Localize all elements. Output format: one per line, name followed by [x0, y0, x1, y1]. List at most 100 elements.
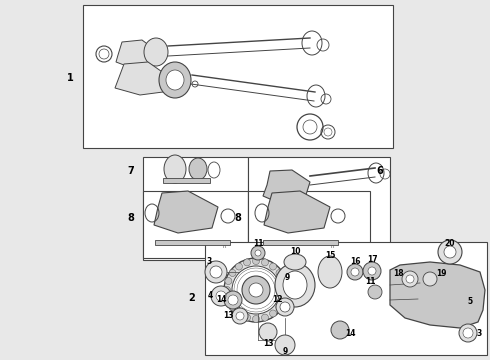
Circle shape — [251, 246, 265, 260]
Text: 8: 8 — [127, 213, 134, 223]
Circle shape — [280, 278, 287, 284]
Polygon shape — [154, 191, 218, 233]
Circle shape — [224, 291, 242, 309]
Bar — [163, 178, 210, 183]
Bar — [248, 157, 390, 260]
Polygon shape — [115, 62, 168, 95]
Ellipse shape — [275, 263, 315, 307]
Bar — [263, 240, 338, 245]
Bar — [143, 157, 248, 260]
Text: 14: 14 — [345, 328, 355, 338]
Ellipse shape — [164, 155, 186, 183]
Bar — [205, 242, 487, 355]
Circle shape — [228, 295, 238, 305]
Ellipse shape — [318, 256, 342, 288]
Circle shape — [224, 258, 288, 322]
Ellipse shape — [189, 158, 207, 180]
Polygon shape — [264, 191, 330, 233]
Circle shape — [276, 303, 283, 311]
Text: 4: 4 — [207, 292, 213, 301]
Circle shape — [406, 275, 414, 283]
Text: 10: 10 — [290, 248, 300, 256]
Circle shape — [276, 298, 294, 316]
Circle shape — [280, 296, 287, 302]
Circle shape — [225, 296, 232, 302]
Text: 7: 7 — [127, 166, 134, 176]
Circle shape — [270, 310, 276, 317]
Circle shape — [216, 291, 226, 301]
Circle shape — [280, 302, 290, 312]
Circle shape — [229, 303, 236, 311]
Circle shape — [249, 283, 263, 297]
Text: 15: 15 — [325, 252, 335, 261]
Circle shape — [276, 269, 283, 276]
Text: 6: 6 — [377, 166, 383, 176]
Text: 18: 18 — [392, 269, 403, 278]
Text: 13: 13 — [223, 311, 233, 320]
Circle shape — [225, 278, 232, 284]
Bar — [155, 240, 230, 245]
Ellipse shape — [284, 254, 306, 270]
Text: 11: 11 — [365, 278, 375, 287]
Circle shape — [463, 328, 473, 338]
Circle shape — [229, 269, 236, 276]
Circle shape — [270, 263, 276, 270]
Text: 16: 16 — [350, 256, 360, 266]
Circle shape — [223, 287, 230, 293]
Text: 12: 12 — [272, 296, 282, 305]
Text: 11: 11 — [253, 239, 263, 248]
Circle shape — [211, 286, 231, 306]
Ellipse shape — [144, 38, 168, 66]
Text: 8: 8 — [235, 213, 242, 223]
Ellipse shape — [159, 62, 191, 98]
Circle shape — [402, 271, 418, 287]
Polygon shape — [390, 262, 485, 328]
Circle shape — [438, 240, 462, 264]
Text: n: n — [222, 244, 226, 249]
Text: n: n — [330, 244, 334, 249]
Circle shape — [259, 323, 277, 341]
Text: 20: 20 — [445, 238, 455, 248]
Text: 19: 19 — [436, 269, 446, 278]
Bar — [248, 191, 370, 258]
Circle shape — [331, 321, 349, 339]
Circle shape — [252, 257, 260, 265]
Polygon shape — [263, 170, 310, 202]
Polygon shape — [116, 40, 158, 68]
Circle shape — [368, 267, 376, 275]
Text: 3: 3 — [206, 256, 212, 266]
Text: 2: 2 — [189, 293, 196, 303]
Text: 1: 1 — [67, 73, 74, 83]
Circle shape — [262, 314, 269, 321]
Text: 9: 9 — [284, 274, 290, 283]
Ellipse shape — [283, 271, 307, 299]
Text: 14: 14 — [216, 296, 226, 305]
Circle shape — [236, 310, 243, 317]
Text: 13: 13 — [263, 338, 273, 347]
Bar — [143, 191, 248, 258]
Circle shape — [242, 276, 270, 304]
Circle shape — [368, 285, 382, 299]
Circle shape — [252, 315, 260, 323]
Circle shape — [423, 272, 437, 286]
Circle shape — [205, 261, 227, 283]
Bar — [83, 5, 393, 148]
Circle shape — [232, 266, 280, 314]
Circle shape — [444, 246, 456, 258]
Circle shape — [244, 314, 250, 321]
Circle shape — [281, 287, 289, 293]
Circle shape — [275, 335, 295, 355]
Ellipse shape — [166, 70, 184, 90]
Circle shape — [347, 264, 363, 280]
Text: 9: 9 — [282, 347, 288, 356]
Circle shape — [459, 324, 477, 342]
Circle shape — [262, 259, 269, 266]
Circle shape — [236, 263, 243, 270]
Circle shape — [351, 268, 359, 276]
Circle shape — [255, 250, 261, 256]
Circle shape — [244, 259, 250, 266]
Circle shape — [363, 262, 381, 280]
Circle shape — [232, 308, 248, 324]
Circle shape — [210, 266, 222, 278]
Circle shape — [236, 312, 244, 320]
